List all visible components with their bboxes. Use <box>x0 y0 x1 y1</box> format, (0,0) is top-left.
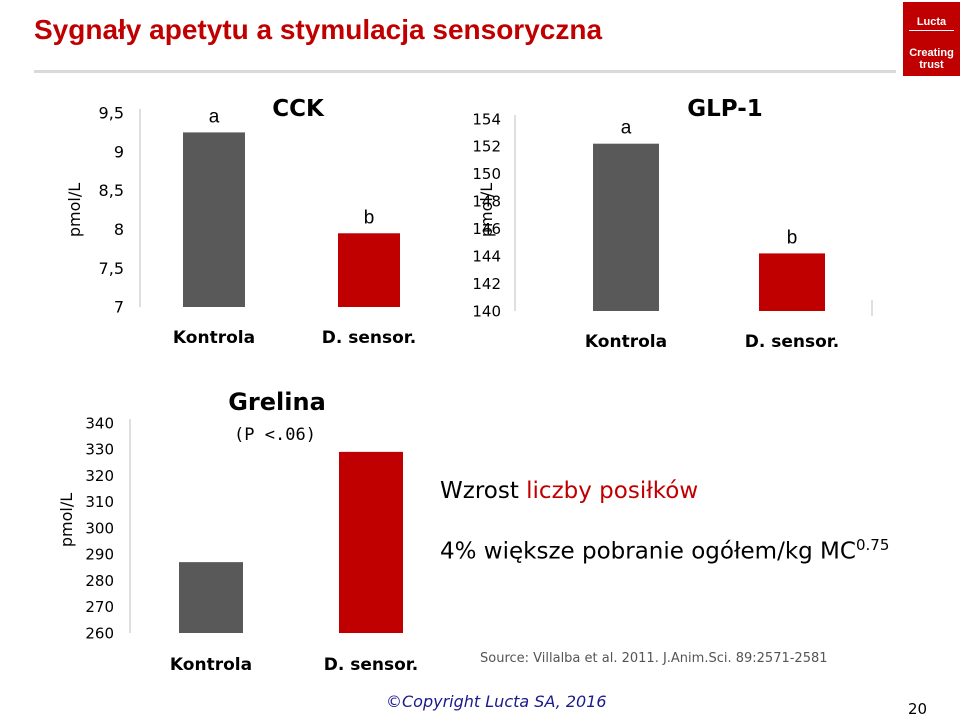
y-tick-label: 9 <box>114 142 124 161</box>
y-tick-label: 148 <box>472 193 501 211</box>
y-tick-label: 8 <box>114 220 124 239</box>
x-category-label: Kontrola <box>170 655 252 675</box>
bar-kontrola <box>593 143 659 311</box>
y-tick-label: 8,5 <box>99 181 124 200</box>
x-category-label: Kontrola <box>585 332 667 352</box>
page-number: 20 <box>908 700 928 718</box>
x-category-label: Kontrola <box>173 328 255 348</box>
y-tick-label: 146 <box>472 220 501 238</box>
y-tick-label: 340 <box>85 414 114 432</box>
note-intake-text: 4% większe pobranie ogółem/kg MC <box>440 538 856 565</box>
y-tick-label: 290 <box>85 546 114 564</box>
x-category-label: D. sensor. <box>322 328 416 348</box>
y-tick-label: 140 <box>472 302 501 320</box>
y-tick-label: 7,5 <box>99 259 124 278</box>
y-tick-label: 260 <box>85 624 114 642</box>
bar-sensor <box>338 233 400 307</box>
title-divider <box>34 70 896 73</box>
y-tick-label: 300 <box>85 519 114 537</box>
lucta-logo: Lucta Creating trust <box>903 2 960 76</box>
y-axis-label: pmol/L <box>57 493 76 547</box>
y-axis-label: pmol/L <box>477 183 496 237</box>
y-tick-label: 154 <box>472 110 501 128</box>
y-tick-label: 320 <box>85 467 114 485</box>
note-highlight: liczby posiłków <box>526 478 699 504</box>
note-prefix: Wzrost <box>440 478 527 504</box>
chart-title: GLP-1 <box>687 96 763 122</box>
x-category-label: D. sensor. <box>745 332 839 352</box>
y-tick-label: 310 <box>85 493 114 511</box>
slide-title: Sygnały apetytu a stymulacja sensoryczna <box>34 14 603 45</box>
chart-title: Grelina <box>228 388 326 416</box>
note-intake-exponent: 0.75 <box>855 536 890 554</box>
y-tick-label: 144 <box>472 247 501 265</box>
y-tick-label: 150 <box>472 165 501 183</box>
y-tick-label: 330 <box>85 441 114 459</box>
y-tick-label: 270 <box>85 598 114 616</box>
y-axis-label: pmol/L <box>65 183 84 237</box>
bar-significance-label: b <box>364 207 375 228</box>
y-tick-label: 9,5 <box>99 104 124 123</box>
chart-subtitle: (P <.06) <box>234 425 316 445</box>
chart-title: CCK <box>272 96 325 122</box>
y-tick-label: 7 <box>114 298 124 317</box>
bar-sensor <box>339 451 403 633</box>
x-category-label: D. sensor. <box>324 655 418 675</box>
y-tick-label: 142 <box>472 275 501 293</box>
y-tick-label: 280 <box>85 572 114 590</box>
note-intake: 4% większe pobranie ogółem/kg MC0.75 <box>440 536 889 565</box>
source-citation: Source: Villalba et al. 2011. J.Anim.Sci… <box>480 651 828 666</box>
bar-significance-label: a <box>621 118 632 139</box>
bar-sensor <box>759 253 825 311</box>
bar-significance-label: a <box>209 106 220 127</box>
y-tick-label: 152 <box>472 138 501 156</box>
logo-tagline: Creating trust <box>909 47 954 71</box>
bar-kontrola <box>183 132 245 307</box>
bar-kontrola <box>179 562 243 633</box>
bar-significance-label: b <box>787 227 798 248</box>
note-meal-frequency: Wzrost liczby posiłków <box>440 478 698 504</box>
logo-brand: Lucta <box>909 16 954 31</box>
copyright: ©Copyright Lucta SA, 2016 <box>386 692 607 711</box>
